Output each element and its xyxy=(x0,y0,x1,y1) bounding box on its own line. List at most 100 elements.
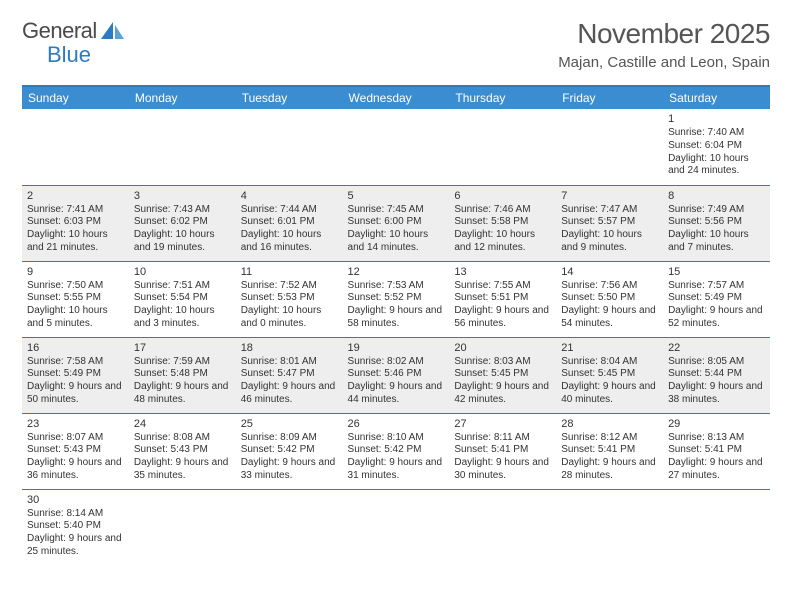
daylight-line: Daylight: 9 hours and 48 minutes. xyxy=(134,381,231,407)
daylight-line: Daylight: 10 hours and 9 minutes. xyxy=(561,229,658,255)
sunset-line: Sunset: 5:55 PM xyxy=(27,292,124,305)
sunset-line: Sunset: 6:00 PM xyxy=(348,216,445,229)
day-cell: 8Sunrise: 7:49 AMSunset: 5:56 PMDaylight… xyxy=(663,185,770,261)
day-number: 23 xyxy=(27,417,124,431)
sunrise-line: Sunrise: 7:49 AM xyxy=(668,204,765,217)
sunset-line: Sunset: 5:42 PM xyxy=(348,444,445,457)
daylight-line: Daylight: 9 hours and 44 minutes. xyxy=(348,381,445,407)
day-cell: 22Sunrise: 8:05 AMSunset: 5:44 PMDayligh… xyxy=(663,337,770,413)
sunrise-line: Sunrise: 7:47 AM xyxy=(561,204,658,217)
daylight-line: Daylight: 9 hours and 56 minutes. xyxy=(454,305,551,331)
day-cell: 23Sunrise: 8:07 AMSunset: 5:43 PMDayligh… xyxy=(22,413,129,489)
daylight-line: Daylight: 9 hours and 50 minutes. xyxy=(27,381,124,407)
sunset-line: Sunset: 5:44 PM xyxy=(668,368,765,381)
sunrise-line: Sunrise: 8:04 AM xyxy=(561,356,658,369)
day-cell: 21Sunrise: 8:04 AMSunset: 5:45 PMDayligh… xyxy=(556,337,663,413)
sunset-line: Sunset: 5:45 PM xyxy=(454,368,551,381)
daylight-line: Daylight: 9 hours and 40 minutes. xyxy=(561,381,658,407)
empty-cell xyxy=(343,109,450,185)
sunset-line: Sunset: 5:43 PM xyxy=(134,444,231,457)
day-number: 20 xyxy=(454,341,551,355)
sunrise-line: Sunrise: 7:45 AM xyxy=(348,204,445,217)
sunset-line: Sunset: 5:41 PM xyxy=(668,444,765,457)
day-cell: 28Sunrise: 8:12 AMSunset: 5:41 PMDayligh… xyxy=(556,413,663,489)
day-number: 28 xyxy=(561,417,658,431)
sunrise-line: Sunrise: 7:53 AM xyxy=(348,280,445,293)
sunrise-line: Sunrise: 8:01 AM xyxy=(241,356,338,369)
sunrise-line: Sunrise: 7:46 AM xyxy=(454,204,551,217)
sunset-line: Sunset: 5:42 PM xyxy=(241,444,338,457)
sunrise-line: Sunrise: 7:50 AM xyxy=(27,280,124,293)
dow-friday: Friday xyxy=(556,86,663,109)
day-cell: 13Sunrise: 7:55 AMSunset: 5:51 PMDayligh… xyxy=(449,261,556,337)
day-number: 19 xyxy=(348,341,445,355)
day-cell: 16Sunrise: 7:58 AMSunset: 5:49 PMDayligh… xyxy=(22,337,129,413)
day-number: 4 xyxy=(241,189,338,203)
day-cell: 24Sunrise: 8:08 AMSunset: 5:43 PMDayligh… xyxy=(129,413,236,489)
sunset-line: Sunset: 6:03 PM xyxy=(27,216,124,229)
day-cell: 29Sunrise: 8:13 AMSunset: 5:41 PMDayligh… xyxy=(663,413,770,489)
day-cell: 2Sunrise: 7:41 AMSunset: 6:03 PMDaylight… xyxy=(22,185,129,261)
day-cell: 15Sunrise: 7:57 AMSunset: 5:49 PMDayligh… xyxy=(663,261,770,337)
logo-text-1: General xyxy=(22,18,97,44)
daylight-line: Daylight: 9 hours and 46 minutes. xyxy=(241,381,338,407)
logo: General xyxy=(22,18,126,44)
sunrise-line: Sunrise: 8:10 AM xyxy=(348,432,445,445)
daylight-line: Daylight: 10 hours and 7 minutes. xyxy=(668,229,765,255)
dow-thursday: Thursday xyxy=(449,86,556,109)
day-cell: 20Sunrise: 8:03 AMSunset: 5:45 PMDayligh… xyxy=(449,337,556,413)
day-number: 3 xyxy=(134,189,231,203)
sunrise-line: Sunrise: 8:09 AM xyxy=(241,432,338,445)
day-number: 2 xyxy=(27,189,124,203)
empty-cell xyxy=(343,489,450,565)
sunrise-line: Sunrise: 7:58 AM xyxy=(27,356,124,369)
sunrise-line: Sunrise: 8:07 AM xyxy=(27,432,124,445)
dow-saturday: Saturday xyxy=(663,86,770,109)
day-number: 27 xyxy=(454,417,551,431)
empty-cell xyxy=(236,489,343,565)
day-cell: 14Sunrise: 7:56 AMSunset: 5:50 PMDayligh… xyxy=(556,261,663,337)
sunrise-line: Sunrise: 8:05 AM xyxy=(668,356,765,369)
daylight-line: Daylight: 9 hours and 42 minutes. xyxy=(454,381,551,407)
sunset-line: Sunset: 5:56 PM xyxy=(668,216,765,229)
empty-cell xyxy=(22,109,129,185)
daylight-line: Daylight: 9 hours and 52 minutes. xyxy=(668,305,765,331)
day-cell: 7Sunrise: 7:47 AMSunset: 5:57 PMDaylight… xyxy=(556,185,663,261)
location: Majan, Castille and Leon, Spain xyxy=(558,54,770,71)
day-number: 17 xyxy=(134,341,231,355)
daylight-line: Daylight: 9 hours and 27 minutes. xyxy=(668,457,765,483)
empty-cell xyxy=(129,109,236,185)
day-cell: 10Sunrise: 7:51 AMSunset: 5:54 PMDayligh… xyxy=(129,261,236,337)
day-cell: 30Sunrise: 8:14 AMSunset: 5:40 PMDayligh… xyxy=(22,489,129,565)
sunset-line: Sunset: 5:49 PM xyxy=(27,368,124,381)
daylight-line: Daylight: 10 hours and 21 minutes. xyxy=(27,229,124,255)
day-number: 18 xyxy=(241,341,338,355)
header: General November 2025 Majan, Castille an… xyxy=(22,18,770,71)
sunset-line: Sunset: 5:52 PM xyxy=(348,292,445,305)
month-title: November 2025 xyxy=(558,18,770,50)
day-number: 10 xyxy=(134,265,231,279)
sunset-line: Sunset: 5:45 PM xyxy=(561,368,658,381)
daylight-line: Daylight: 9 hours and 30 minutes. xyxy=(454,457,551,483)
day-cell: 18Sunrise: 8:01 AMSunset: 5:47 PMDayligh… xyxy=(236,337,343,413)
sunset-line: Sunset: 5:51 PM xyxy=(454,292,551,305)
sunrise-line: Sunrise: 7:57 AM xyxy=(668,280,765,293)
day-cell: 9Sunrise: 7:50 AMSunset: 5:55 PMDaylight… xyxy=(22,261,129,337)
empty-cell xyxy=(556,109,663,185)
sunrise-line: Sunrise: 7:43 AM xyxy=(134,204,231,217)
sunset-line: Sunset: 5:50 PM xyxy=(561,292,658,305)
week-row: 23Sunrise: 8:07 AM Sunset: 5:43 PM Dayligh… xyxy=(22,413,770,489)
day-number: 26 xyxy=(348,417,445,431)
day-number: 30 xyxy=(27,493,124,507)
sunrise-line: Sunrise: 8:11 AM xyxy=(454,432,551,445)
day-number: 5 xyxy=(348,189,445,203)
day-cell: 17Sunrise: 7:59 AMSunset: 5:48 PMDayligh… xyxy=(129,337,236,413)
day-number: 29 xyxy=(668,417,765,431)
sunset-line: Sunset: 5:48 PM xyxy=(134,368,231,381)
daylight-line: Daylight: 10 hours and 12 minutes. xyxy=(454,229,551,255)
day-number: 24 xyxy=(134,417,231,431)
sunset-line: Sunset: 5:46 PM xyxy=(348,368,445,381)
week-row: 30Sunrise: 8:14 AMSunset: 5:40 PMDayligh… xyxy=(22,489,770,565)
dow-tuesday: Tuesday xyxy=(236,86,343,109)
sunrise-line: Sunrise: 7:55 AM xyxy=(454,280,551,293)
